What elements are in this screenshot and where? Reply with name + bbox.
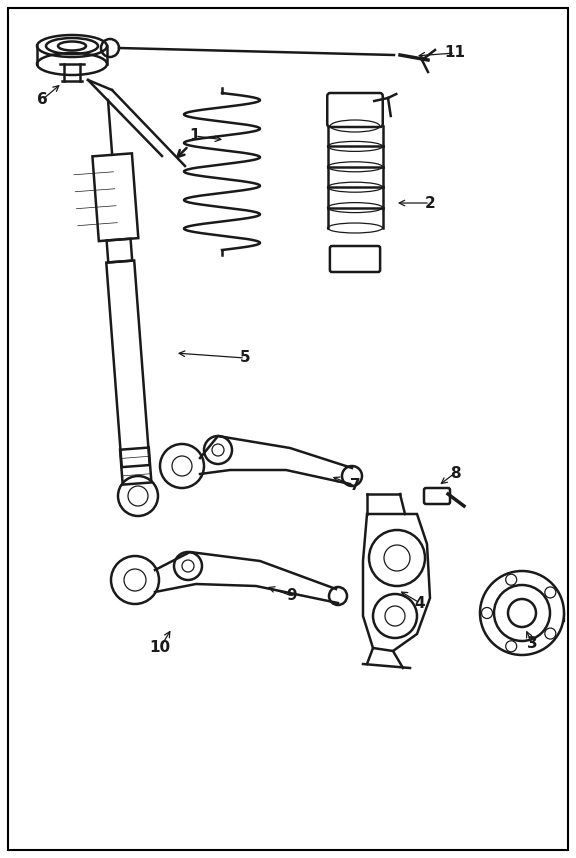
Text: 8: 8: [450, 466, 460, 480]
Text: 6: 6: [37, 93, 47, 107]
Text: 4: 4: [415, 595, 425, 611]
Text: 11: 11: [445, 45, 465, 61]
Text: 5: 5: [240, 351, 251, 366]
Text: 1: 1: [190, 129, 200, 143]
Text: 3: 3: [526, 636, 537, 650]
Text: 7: 7: [350, 479, 361, 493]
Text: 9: 9: [287, 589, 297, 603]
Text: 10: 10: [149, 641, 170, 656]
Text: 2: 2: [425, 196, 435, 210]
